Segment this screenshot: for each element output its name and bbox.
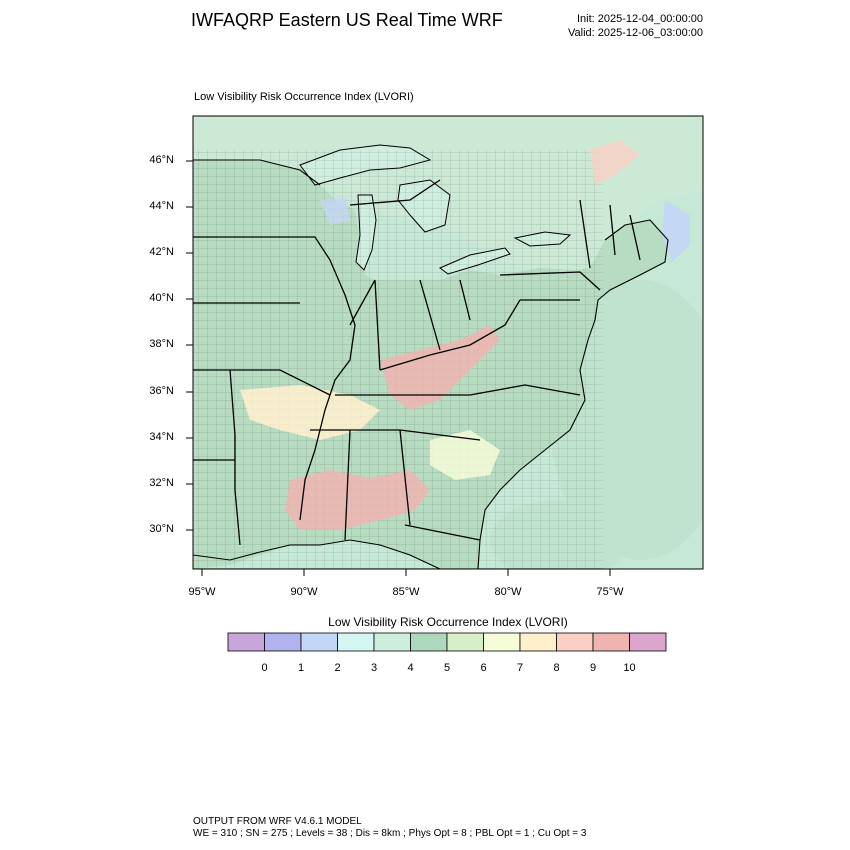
longitude-label: 85°W [392,586,420,598]
model-info: OUTPUT FROM WRF V4.6.1 MODEL [193,816,362,827]
colorbar-swatch [410,632,448,652]
colorbar-label: 3 [370,662,378,674]
colorbar-label: 8 [553,662,560,674]
bluish-area-new-england [662,200,690,262]
moderate-risk-southeast [430,430,500,480]
model-config: WE = 310 ; SN = 275 ; Levels = 38 ; Dis … [193,828,587,839]
moderate-risk-midsouth [240,385,380,440]
colorbar-swatch [629,632,667,652]
state-boundaries [193,179,641,546]
colorbar-swatch [556,632,594,652]
colorbar-swatch [373,632,411,652]
colorbar-swatch [264,632,302,652]
latitude-label: 36°N [149,385,174,397]
high-risk-appalachian [380,325,500,410]
init-time: Init: 2025-12-04_00:00:00 [577,13,703,25]
field-label: Low Visibility Risk Occurrence Index (LV… [194,91,414,103]
colorbar-swatch [446,632,484,652]
colorbar-swatch [519,632,557,652]
map-frame [192,115,704,570]
latitude-label: 46°N [149,154,174,166]
latitude-label: 40°N [149,292,174,304]
colorbar-label: 2 [334,662,341,674]
latitude-ticks [186,160,193,531]
chart-title: IWFAQRP Eastern US Real Time WRF [191,10,503,30]
longitude-label: 95°W [188,586,216,598]
longitude-label: 90°W [290,586,318,598]
colorbar-title: Low Visibility Risk Occurrence Index (LV… [328,615,568,629]
colorbar [227,632,667,652]
colorbar-label: 9 [589,662,597,674]
latitude-label: 32°N [149,477,174,489]
latitude-label: 44°N [149,200,174,212]
longitude-ticks [201,569,611,576]
longitude-label: 80°W [494,586,522,598]
longitude-label: 75°W [596,586,624,598]
colorbar-label: 0 [261,662,268,674]
latitude-label: 38°N [149,338,174,350]
colorbar-label: 1 [297,662,305,674]
low-visibility-canada [590,140,640,185]
latitude-label: 34°N [149,431,174,443]
colorbar-label: 10 [623,662,636,674]
coastlines [193,159,669,569]
colorbar-label: 5 [443,662,451,674]
colorbar-label: 6 [480,662,487,674]
latitude-label: 42°N [149,246,174,258]
latitude-label: 30°N [149,523,174,535]
colorbar-swatch [227,632,265,652]
valid-time: Valid: 2025-12-06_03:00:00 [568,27,703,39]
colorbar-label: 4 [407,662,414,674]
colorbar-label: 7 [516,662,524,674]
colorbar-swatch [300,632,338,652]
high-risk-gulf [285,470,430,530]
bluish-area-wisconsin [320,198,350,225]
colorbar-swatch [483,632,521,652]
colorbar-swatch [592,632,630,652]
colorbar-swatch [337,632,375,652]
